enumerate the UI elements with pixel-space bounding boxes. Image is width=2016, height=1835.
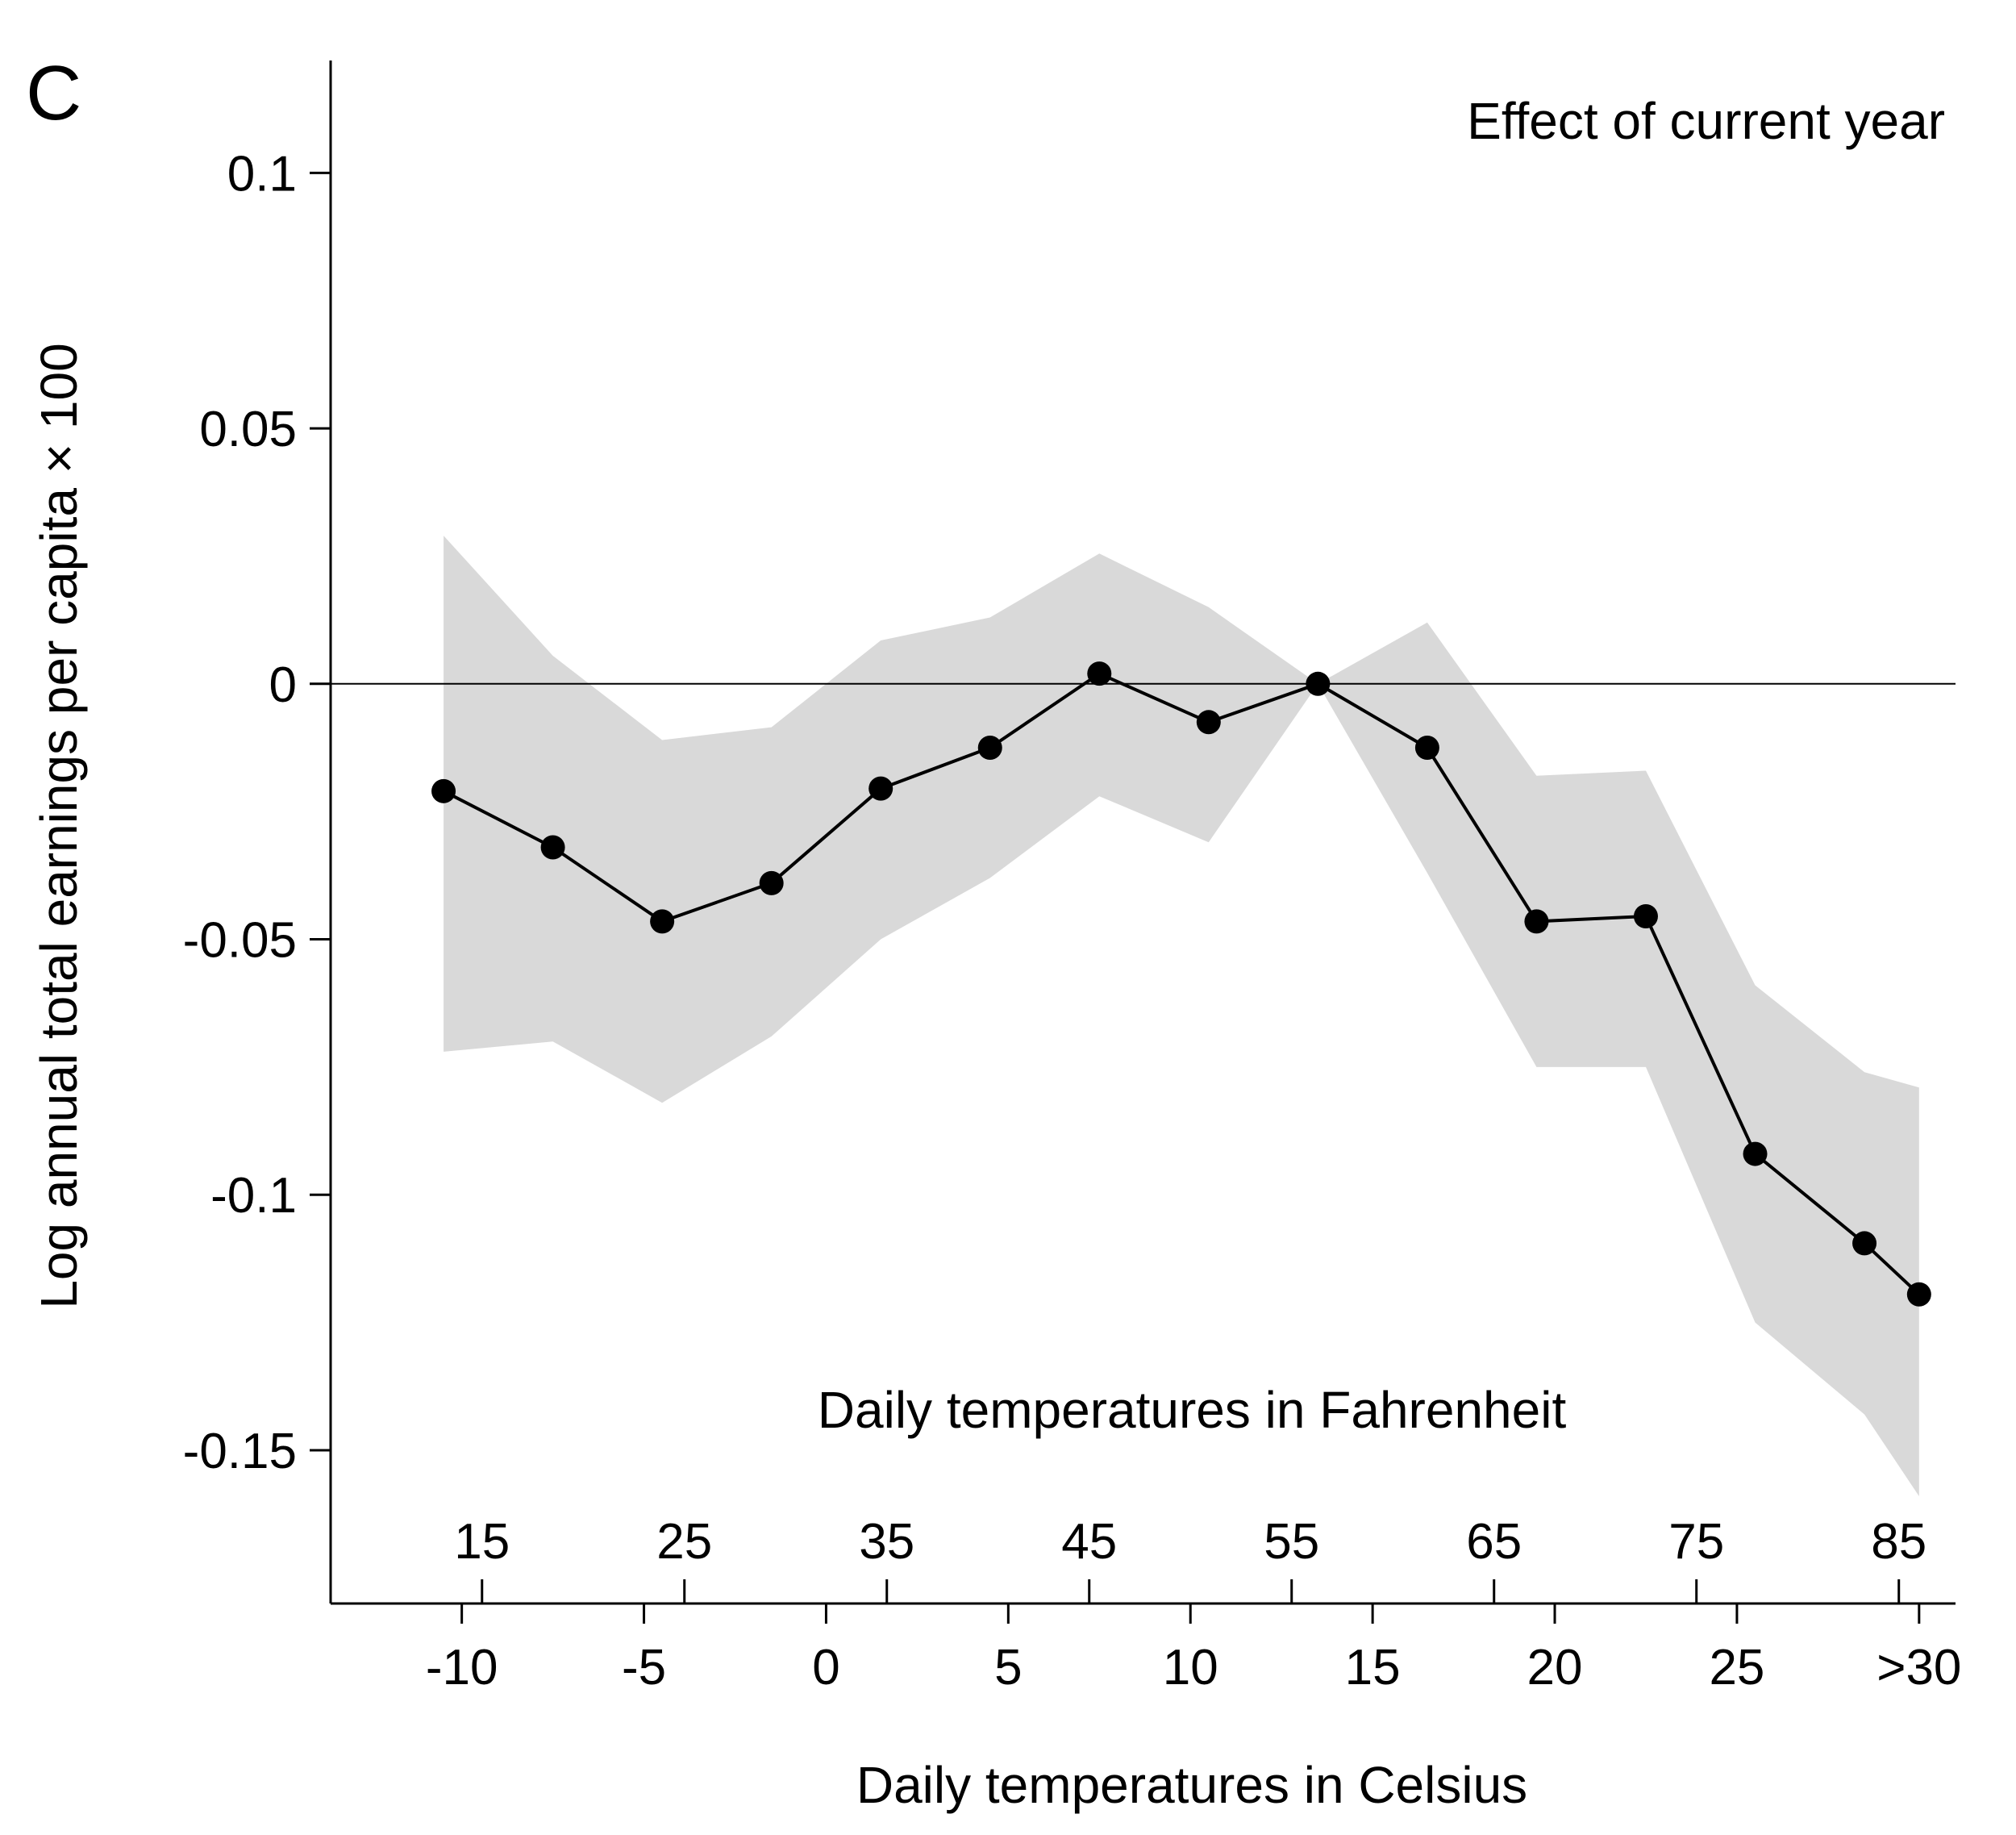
- x-tick-label: 10: [1163, 1640, 1218, 1695]
- y-tick-label: -0.15: [183, 1424, 297, 1479]
- data-point: [1852, 1231, 1877, 1256]
- panel-label: C: [26, 50, 81, 136]
- annotation-label: Effect of current year: [1467, 92, 1945, 150]
- y-tick-label: -0.05: [183, 913, 297, 969]
- points-layer: [431, 661, 1931, 1307]
- y-tick-label: 0: [269, 657, 297, 713]
- data-point: [1633, 904, 1658, 929]
- fahrenheit-tick-label: 25: [656, 1514, 712, 1570]
- x-tick-label: -10: [426, 1640, 498, 1695]
- x-tick-label: 15: [1345, 1640, 1401, 1695]
- data-point: [650, 909, 675, 934]
- data-point: [977, 735, 1002, 760]
- x-tick-label: 25: [1709, 1640, 1764, 1695]
- confidence-band: [444, 536, 1919, 1496]
- data-point: [1196, 710, 1221, 735]
- x-tick-label: 20: [1527, 1640, 1583, 1695]
- data-point: [540, 835, 565, 860]
- fahrenheit-tick-label: 65: [1466, 1514, 1522, 1570]
- y-tick-label: 0.05: [199, 402, 297, 457]
- x-tick-label: 5: [994, 1640, 1022, 1695]
- x-axis-title: Daily temperatures in Celsius: [856, 1756, 1527, 1814]
- data-point: [1906, 1282, 1931, 1307]
- data-point: [868, 776, 893, 801]
- x-tick-label: 0: [812, 1640, 839, 1695]
- data-point: [1414, 735, 1439, 760]
- data-point: [1743, 1141, 1768, 1166]
- x-tick-label: >30: [1876, 1640, 1961, 1695]
- fahrenheit-tick-label: 45: [1061, 1514, 1117, 1570]
- fahrenheit-tick-label: 75: [1668, 1514, 1724, 1570]
- y-tick-label: 0.1: [227, 146, 297, 202]
- fahrenheit-tick-label: 35: [859, 1514, 914, 1570]
- fahrenheit-tick-label: 15: [454, 1514, 510, 1570]
- data-point: [1306, 671, 1331, 696]
- data-point: [431, 778, 456, 803]
- fahrenheit-tick-label: 55: [1264, 1514, 1319, 1570]
- confidence-band-layer: [444, 536, 1919, 1496]
- y-axis-title: Log annual total earnings per capita × 1…: [30, 343, 88, 1308]
- axes-layer: 0.1 0.05 0 -0.05 -0.1 -0.15 -10 -5 0 5 10 15 20 25 >30…: [183, 60, 1961, 1695]
- fahrenheit-tick-label: 85: [1871, 1514, 1926, 1570]
- fahrenheit-axis-title: Daily temperatures in Fahrenheit: [818, 1381, 1567, 1439]
- data-point: [759, 870, 784, 895]
- y-tick-label: -0.1: [210, 1168, 297, 1224]
- data-point: [1087, 661, 1112, 686]
- x-tick-label: -5: [622, 1640, 666, 1695]
- data-point: [1524, 909, 1549, 934]
